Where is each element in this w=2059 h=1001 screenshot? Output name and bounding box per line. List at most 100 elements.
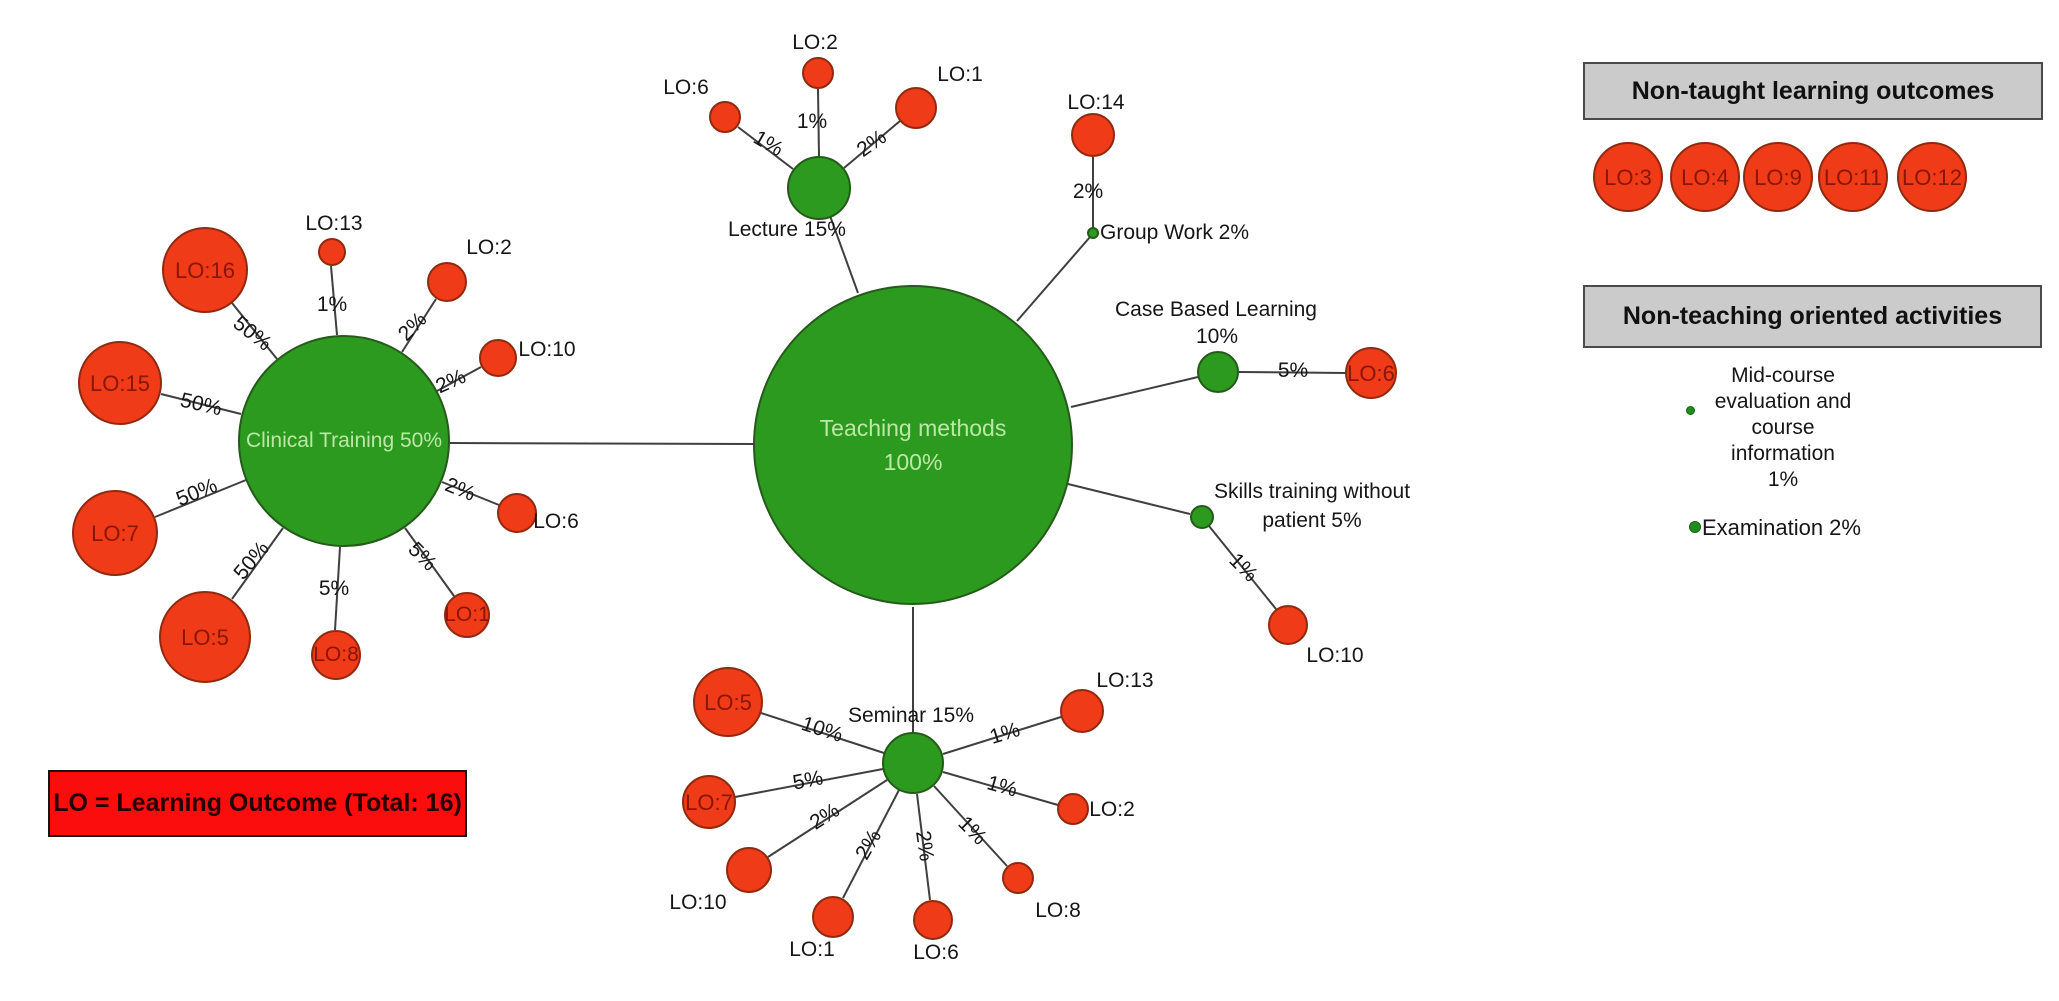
clinical-lo5-node: LO:5	[159, 591, 251, 683]
edge-line	[1070, 376, 1199, 408]
edge-line	[401, 298, 437, 353]
edge-line	[160, 393, 242, 415]
clinical-training-node-label: Clinical Training 50%	[245, 429, 443, 453]
edge-line	[817, 88, 820, 157]
seminar-lo5-node: LO:5	[693, 667, 763, 737]
midcourse-dot-icon	[1686, 406, 1695, 415]
clinical-lo6-label: LO:6	[533, 510, 579, 533]
non-teaching-header-label: Non-teaching oriented activities	[1622, 302, 2003, 330]
clinical-lo15-node-label: LO:15	[90, 370, 150, 396]
clinical-lo16-node-label: LO:16	[175, 257, 235, 283]
clinical-lo5-node-label: LO:5	[181, 624, 229, 650]
midcourse-line-4: 1%	[1767, 468, 1799, 491]
nontaught-lo4-node: LO:4	[1670, 142, 1740, 212]
skills-training-label-line1: Skills training without	[1213, 480, 1411, 503]
seminar-lo7-node-label: LO:7	[685, 789, 733, 815]
midcourse-item: Mid-course evaluation and course informa…	[1697, 363, 1869, 493]
case-based-learning-label: Case Based Learning	[1115, 298, 1317, 321]
edge-pct-label: 5%	[1277, 359, 1309, 382]
edge-pct-label: 2%	[1072, 180, 1104, 203]
seminar-lo5-node-label: LO:5	[704, 689, 752, 715]
edge-line	[916, 793, 931, 901]
lo-legend-label: LO = Learning Outcome (Total: 16)	[53, 789, 462, 817]
edge-line	[760, 712, 885, 754]
edge-pct-label: 5%	[318, 577, 350, 600]
nontaught-lo4-node-label: LO:4	[1681, 164, 1729, 190]
seminar-lo6-node	[913, 900, 953, 940]
edge-line	[737, 126, 794, 170]
clinical-lo13-node	[318, 238, 346, 266]
nontaught-lo11-node: LO:11	[1818, 142, 1888, 212]
lo-legend-box: LO = Learning Outcome (Total: 16)	[48, 770, 467, 837]
midcourse-line-3: course information	[1731, 416, 1835, 465]
edge-line	[842, 789, 900, 899]
non-taught-header-label: Non-taught learning outcomes	[1631, 76, 1995, 105]
non-teaching-header: Non-teaching oriented activities	[1583, 285, 2042, 348]
case-based-learning-node	[1197, 351, 1239, 393]
seminar-lo1-node	[812, 896, 854, 938]
clinical-lo6-node	[497, 493, 537, 533]
seminar-lo10-label: LO:10	[669, 891, 727, 914]
seminar-lo7-node: LO:7	[682, 775, 736, 829]
nontaught-lo12-node: LO:12	[1897, 142, 1967, 212]
edge-line	[334, 546, 341, 631]
seminar-lo8-node	[1002, 862, 1034, 894]
seminar-lo6-label: LO:6	[913, 941, 959, 964]
examination-label: Examination 2%	[1702, 515, 1861, 540]
nontaught-lo12-node-label: LO:12	[1902, 164, 1962, 190]
seminar-lo1-label: LO:1	[789, 938, 835, 961]
edge-line	[154, 479, 247, 518]
clinical-lo15-node: LO:15	[78, 341, 162, 425]
lecture-lo1-label: LO:1	[937, 63, 983, 86]
group-work-node	[1087, 227, 1099, 239]
edge-line	[1238, 371, 1347, 374]
edge-line	[436, 366, 482, 392]
edge-line	[767, 779, 888, 858]
clinical-lo1-node-label: LO:1	[444, 603, 490, 627]
edge-line	[404, 527, 455, 597]
clinical-lo10-node	[479, 339, 517, 377]
nontaught-lo3-node: LO:3	[1593, 142, 1663, 212]
skills-training-label-line2: patient 5%	[1262, 509, 1362, 532]
edge-pct-label: 1%	[796, 110, 828, 133]
clinical-training-node: Clinical Training 50%	[238, 335, 450, 547]
lecture-lo6-label: LO:6	[663, 76, 709, 99]
lecture-lo1-node	[895, 87, 937, 129]
lecture-lo6-node	[709, 101, 741, 133]
edge-line	[734, 768, 884, 798]
edge-line	[828, 212, 859, 294]
clinical-lo2-label: LO:2	[466, 236, 512, 259]
edge-line	[942, 771, 1059, 806]
edge-pct-label: 1%	[316, 293, 348, 316]
clinical-lo7-node: LO:7	[72, 490, 158, 576]
seminar-lo13-label: LO:13	[1096, 669, 1154, 692]
edge-line	[1016, 236, 1091, 322]
skills-training-node	[1190, 505, 1214, 529]
clinical-lo13-label: LO:13	[305, 212, 363, 235]
clinical-lo1-node: LO:1	[444, 592, 490, 638]
seminar-label: Seminar 15%	[847, 704, 975, 727]
edge-line	[231, 302, 278, 360]
clinical-lo7-node-label: LO:7	[91, 520, 139, 546]
nontaught-lo9-node: LO:9	[1743, 142, 1813, 212]
teaching-methods-node-label: Teaching methods 100%	[819, 414, 1007, 476]
seminar-lo2-label: LO:2	[1089, 798, 1135, 821]
lecture-lo2-node	[802, 57, 834, 89]
nontaught-lo9-node-label: LO:9	[1754, 164, 1802, 190]
edge-pct-label: 2%	[910, 829, 938, 863]
clinical-lo8-node: LO:8	[311, 630, 361, 680]
edge-line	[441, 481, 500, 506]
seminar-lo2-node	[1057, 793, 1089, 825]
clinical-lo10-label: LO:10	[518, 338, 576, 361]
edge-line	[942, 716, 1062, 755]
nontaught-lo3-node-label: LO:3	[1604, 164, 1652, 190]
midcourse-line-2: evaluation and	[1714, 390, 1852, 413]
clinical-lo8-node-label: LO:8	[313, 643, 359, 667]
seminar-lo10-node	[726, 847, 772, 893]
lecture-label: Lecture 15%	[728, 218, 846, 241]
groupwork-lo14-label: LO:14	[1067, 91, 1125, 114]
edge-line	[449, 442, 755, 445]
seminar-lo13-node	[1060, 689, 1104, 733]
